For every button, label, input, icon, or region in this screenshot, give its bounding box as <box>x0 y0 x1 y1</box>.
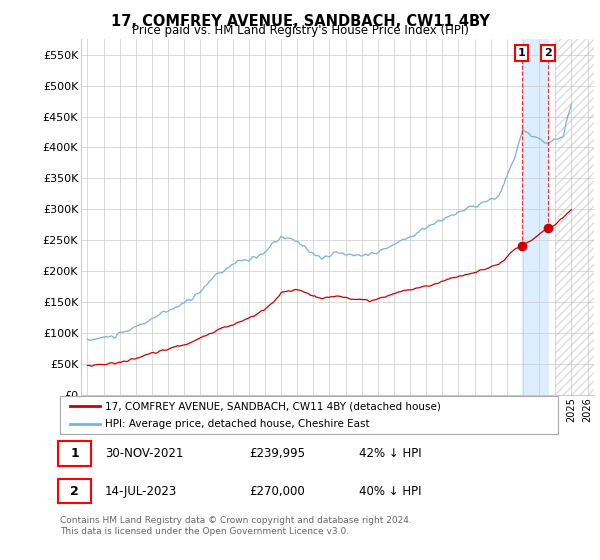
Text: £270,000: £270,000 <box>249 485 305 498</box>
FancyBboxPatch shape <box>58 479 91 503</box>
Text: 17, COMFREY AVENUE, SANDBACH, CW11 4BY: 17, COMFREY AVENUE, SANDBACH, CW11 4BY <box>110 14 490 29</box>
Text: 2: 2 <box>544 48 552 58</box>
Text: 14-JUL-2023: 14-JUL-2023 <box>105 485 177 498</box>
Bar <box>522 39 548 395</box>
Text: 1: 1 <box>70 447 79 460</box>
Text: HPI: Average price, detached house, Cheshire East: HPI: Average price, detached house, Ches… <box>105 419 370 430</box>
Bar <box>555 39 594 395</box>
Text: 1: 1 <box>518 48 526 58</box>
Text: Price paid vs. HM Land Registry's House Price Index (HPI): Price paid vs. HM Land Registry's House … <box>131 24 469 37</box>
Text: £239,995: £239,995 <box>249 447 305 460</box>
FancyBboxPatch shape <box>58 441 91 465</box>
Text: 40% ↓ HPI: 40% ↓ HPI <box>359 485 421 498</box>
Text: Contains HM Land Registry data © Crown copyright and database right 2024.
This d: Contains HM Land Registry data © Crown c… <box>60 516 412 536</box>
Text: 42% ↓ HPI: 42% ↓ HPI <box>359 447 421 460</box>
Text: 17, COMFREY AVENUE, SANDBACH, CW11 4BY (detached house): 17, COMFREY AVENUE, SANDBACH, CW11 4BY (… <box>105 401 440 411</box>
Text: 2: 2 <box>70 485 79 498</box>
Text: 30-NOV-2021: 30-NOV-2021 <box>105 447 183 460</box>
FancyBboxPatch shape <box>60 396 558 434</box>
